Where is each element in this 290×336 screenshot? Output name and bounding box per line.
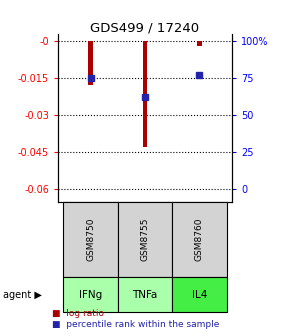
Text: ■  percentile rank within the sample: ■ percentile rank within the sample [52, 320, 220, 329]
Text: GSM8760: GSM8760 [195, 218, 204, 261]
Bar [197, 41, 202, 46]
Text: GSM8750: GSM8750 [86, 218, 95, 261]
Text: IFNg: IFNg [79, 290, 102, 300]
Text: ■  log ratio: ■ log ratio [52, 308, 104, 318]
Text: GDS499 / 17240: GDS499 / 17240 [90, 22, 200, 35]
Text: agent ▶: agent ▶ [3, 290, 42, 300]
Text: TNFa: TNFa [132, 290, 158, 300]
Bar [143, 41, 147, 147]
Text: GSM8755: GSM8755 [140, 218, 150, 261]
Bar [88, 41, 93, 85]
Text: IL4: IL4 [192, 290, 207, 300]
